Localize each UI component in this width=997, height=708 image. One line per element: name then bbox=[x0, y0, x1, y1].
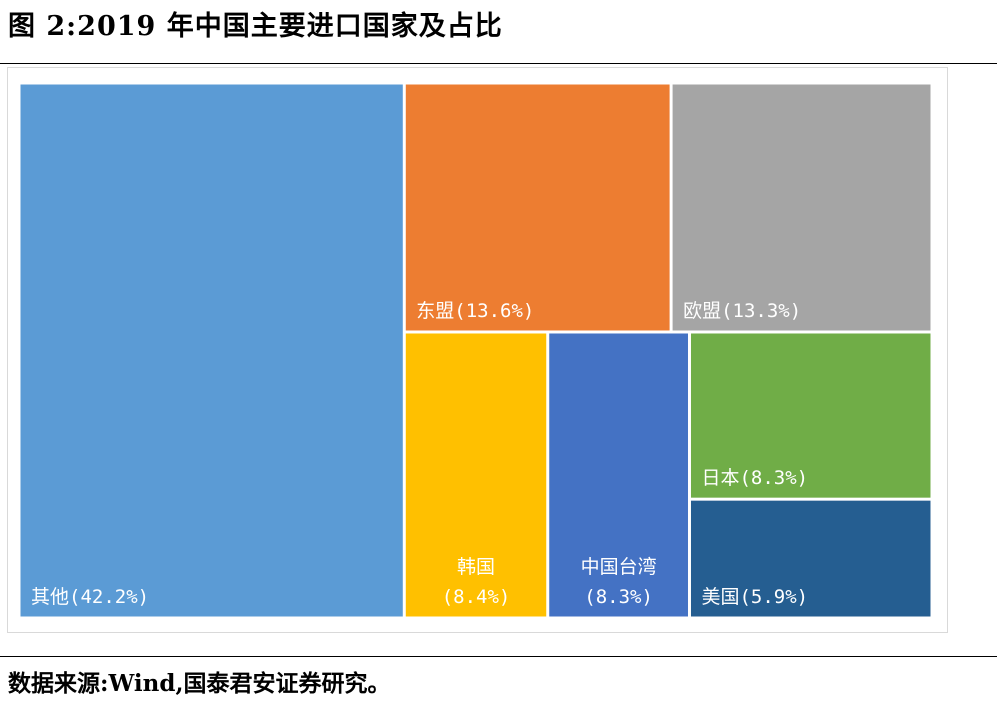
chart-frame: 其他(42.2%) 东盟(13.6%) 欧盟(13.3%) 韩国 (8.4%) 中国台湾 (… bbox=[7, 67, 948, 633]
treemap-tile-korea: 韩国 (8.4%) bbox=[405, 333, 547, 617]
tile-label-asean: 东盟(13.6%) bbox=[416, 300, 534, 322]
tile-label-usa: 美国(5.9%) bbox=[701, 586, 808, 608]
tile-label-japan: 日本(8.3%) bbox=[701, 467, 808, 489]
treemap-tile-other: 其他(42.2%) bbox=[20, 84, 403, 617]
tile-label-other: 其他(42.2%) bbox=[31, 586, 149, 608]
tile-rect-taiwan bbox=[549, 333, 688, 617]
tile-rect-japan bbox=[690, 333, 931, 498]
figure-title: 图 2:2019 年中国主要进口国家及占比 bbox=[8, 11, 503, 42]
treemap-chart: 其他(42.2%) 东盟(13.6%) 欧盟(13.3%) 韩国 (8.4%) 中国台湾 (… bbox=[20, 84, 931, 617]
tile-label-eu: 欧盟(13.3%) bbox=[683, 300, 801, 322]
tile-label-korea-1: 韩国 bbox=[457, 556, 495, 578]
treemap-tile-usa: 美国(5.9%) bbox=[690, 500, 931, 617]
tile-rect-eu bbox=[672, 84, 931, 331]
tile-label-taiwan-1: 中国台湾 bbox=[581, 556, 657, 578]
treemap-tile-eu: 欧盟(13.3%) bbox=[672, 84, 931, 331]
treemap-tile-asean: 东盟(13.6%) bbox=[405, 84, 670, 331]
tile-label-korea-2: (8.4%) bbox=[442, 586, 511, 608]
source-note: 数据来源:Wind,国泰君安证券研究。 bbox=[8, 670, 391, 697]
treemap-tile-taiwan: 中国台湾 (8.3%) bbox=[549, 333, 688, 617]
tile-rect-usa bbox=[690, 500, 931, 617]
tile-rect-korea bbox=[405, 333, 547, 617]
bottom-rule bbox=[0, 656, 997, 657]
tile-label-taiwan-2: (8.3%) bbox=[584, 586, 653, 608]
top-rule bbox=[0, 63, 997, 64]
tile-rect-other bbox=[20, 84, 403, 617]
tile-rect-asean bbox=[405, 84, 670, 331]
treemap-tile-japan: 日本(8.3%) bbox=[690, 333, 931, 498]
